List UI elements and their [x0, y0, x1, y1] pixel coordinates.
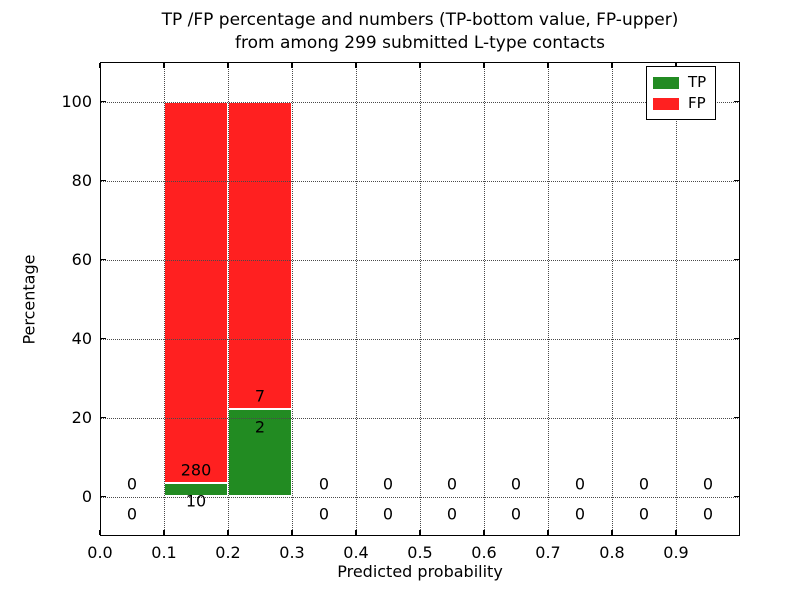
y-tick-mark-right	[734, 258, 739, 261]
count-annotation: 0	[382, 474, 394, 494]
y-tick-label: 40	[71, 328, 92, 348]
x-tick-mark-top	[291, 63, 293, 68]
x-tick-mark-top	[419, 63, 421, 68]
v-gridline	[420, 62, 421, 536]
v-gridline	[676, 62, 677, 536]
y-tick-label: 60	[71, 249, 92, 269]
legend: TP FP	[646, 66, 716, 120]
x-tick-mark-top	[675, 63, 677, 68]
count-annotation: 0	[382, 504, 394, 524]
v-gridline	[612, 62, 613, 536]
x-tick-label: 0.1	[151, 543, 177, 562]
y-tick-label: 0	[81, 486, 92, 506]
count-annotation: 7	[254, 386, 266, 406]
chart-title-line2: from among 299 submitted L-type contacts	[234, 33, 605, 53]
count-annotation: 0	[510, 474, 522, 494]
legend-label-fp: FP	[688, 94, 706, 112]
x-tick-label: 0.9	[663, 543, 689, 562]
count-annotation: 0	[446, 474, 458, 494]
x-tick-mark-top	[99, 63, 101, 68]
y-tick-mark-right	[734, 495, 739, 498]
x-tick-mark	[227, 530, 229, 535]
v-gridline	[548, 62, 549, 536]
count-annotation: 0	[510, 504, 522, 524]
y-tick-mark-right	[734, 337, 739, 340]
x-tick-mark-top	[227, 63, 229, 68]
tp-legend-swatch-icon	[653, 76, 679, 89]
x-tick-label: 0.3	[279, 543, 305, 562]
x-tick-mark	[163, 530, 165, 535]
v-gridline	[164, 62, 165, 536]
count-annotation: 0	[126, 504, 138, 524]
x-tick-label: 0.2	[215, 543, 241, 562]
y-tick-mark-right	[734, 416, 739, 419]
plot-area-border	[100, 62, 740, 536]
y-tick-mark	[101, 100, 106, 103]
v-gridline	[292, 62, 293, 536]
x-tick-label: 0.5	[407, 543, 433, 562]
x-tick-label: 0.8	[599, 543, 625, 562]
count-annotation: 0	[126, 474, 138, 494]
fp-bar-segment	[228, 101, 292, 409]
x-tick-mark	[483, 530, 485, 535]
count-annotation: 0	[318, 474, 330, 494]
x-tick-label: 0.7	[535, 543, 561, 562]
fp-legend-swatch-icon	[653, 97, 679, 110]
y-tick-mark	[101, 416, 106, 419]
v-gridline	[356, 62, 357, 536]
count-annotation: 280	[180, 460, 212, 480]
x-tick-mark-top	[611, 63, 613, 68]
tp-bar-segment	[228, 408, 292, 497]
count-annotation: 0	[702, 504, 714, 524]
y-tick-mark	[101, 179, 106, 182]
fp-bar-segment	[164, 101, 228, 483]
x-tick-mark	[355, 530, 357, 535]
count-annotation: 0	[446, 504, 458, 524]
count-annotation: 2	[254, 417, 266, 437]
count-annotation: 0	[318, 504, 330, 524]
x-tick-mark	[291, 530, 293, 535]
y-tick-mark-right	[734, 100, 739, 103]
x-tick-mark	[99, 530, 101, 535]
x-tick-mark	[675, 530, 677, 535]
y-tick-mark	[101, 258, 106, 261]
count-annotation: 10	[185, 491, 207, 511]
x-tick-label: 0.4	[343, 543, 369, 562]
v-gridline	[484, 62, 485, 536]
count-annotation: 0	[574, 474, 586, 494]
legend-label-tp: TP	[688, 73, 707, 91]
count-annotation: 0	[574, 504, 586, 524]
count-annotation: 0	[702, 474, 714, 494]
legend-row-tp: TP	[653, 72, 709, 93]
x-tick-mark-top	[483, 63, 485, 68]
x-tick-mark	[547, 530, 549, 535]
x-tick-mark-top	[547, 63, 549, 68]
x-tick-mark-top	[355, 63, 357, 68]
count-annotation: 0	[638, 504, 650, 524]
x-tick-label: 0.0	[87, 543, 113, 562]
y-tick-mark	[101, 495, 106, 498]
y-tick-mark	[101, 337, 106, 340]
x-tick-mark-top	[163, 63, 165, 68]
chart-title: TP /FP percentage and numbers (TP-bottom…	[100, 9, 740, 55]
y-tick-mark-right	[734, 179, 739, 182]
legend-row-fp: FP	[653, 93, 709, 114]
y-tick-label: 80	[71, 170, 92, 190]
x-tick-label: 0.6	[471, 543, 497, 562]
count-annotation: 0	[638, 474, 650, 494]
x-tick-mark	[611, 530, 613, 535]
chart-title-line1: TP /FP percentage and numbers (TP-bottom…	[161, 10, 679, 30]
x-axis-label: Predicted probability	[337, 562, 503, 581]
x-tick-mark	[419, 530, 421, 535]
v-gridline	[228, 62, 229, 536]
y-tick-label: 100	[61, 91, 92, 111]
y-tick-label: 20	[71, 407, 92, 427]
